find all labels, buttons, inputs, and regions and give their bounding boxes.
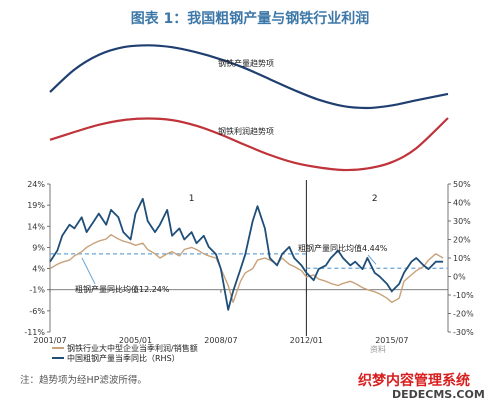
- x-tick-label: 2001/07: [33, 336, 66, 345]
- legend-label-production: 中国粗钢产量当季同比（RHS）: [67, 353, 180, 363]
- right-tick-label: 10%: [453, 254, 471, 263]
- right-tick-label: -30%: [453, 328, 474, 337]
- page-title: 图表 1：我国粗钢产量与钢铁行业利润: [130, 11, 370, 27]
- left-tick-label: 19%: [27, 201, 45, 210]
- average-annotation: 粗钢产量同比均值12.24%: [75, 284, 170, 294]
- footnote: 注：趋势项为经HP滤波所得。: [20, 375, 147, 386]
- right-tick-label: -10%: [453, 291, 474, 300]
- left-tick-label: -1%: [29, 286, 45, 295]
- right-tick-label: 50%: [453, 180, 471, 189]
- main-chart: 24% 19% 14% 9% 4% -1% -6% -11% 50% 40% 30% 20% 10% 0%…: [24, 180, 474, 363]
- x-tick-label: 2015/07: [375, 336, 408, 345]
- profit-trend-line: [49, 117, 449, 172]
- annotation-arrow: [367, 254, 377, 265]
- left-tick-label: -6%: [29, 307, 45, 316]
- production-trend-label: 钢铁产量趋势项: [218, 58, 274, 68]
- left-tick-label: 24%: [27, 180, 45, 189]
- average-annotation: 粗钢产量同比均值4.44%: [298, 243, 388, 253]
- profit-trend-label: 钢铁利润趋势项: [218, 126, 274, 136]
- x-tick-label: 2012/01: [290, 336, 323, 345]
- right-tick-label: 40%: [453, 199, 471, 208]
- profit-ratio-line: [49, 234, 444, 304]
- period-label: 1: [189, 194, 195, 204]
- right-tick-label: 20%: [453, 236, 471, 245]
- left-tick-label: 9%: [32, 243, 45, 252]
- period-label: 2: [372, 194, 378, 204]
- x-tick-label: 2008/07: [204, 336, 237, 345]
- production-yoy-line: [49, 197, 444, 311]
- right-tick-label: 0%: [453, 273, 466, 282]
- annotation-arrow: [81, 257, 96, 285]
- x-tick-label: 2005/01: [119, 336, 152, 345]
- right-tick-label: -20%: [453, 310, 474, 319]
- watermark-logo-text: 织梦内容管理系统: [358, 373, 470, 389]
- right-tick-label: 30%: [453, 217, 471, 226]
- watermark-site: DEDECMS.COM: [392, 388, 485, 401]
- production-trend-line: [49, 44, 449, 110]
- production-trend-chart: [49, 44, 449, 110]
- left-tick-label: -11%: [24, 328, 45, 337]
- watermark-source: 资料: [370, 345, 386, 354]
- left-tick-label: 14%: [27, 222, 45, 231]
- profit-trend-chart: [49, 117, 449, 172]
- left-tick-label: 4%: [32, 265, 45, 274]
- legend-label-profit: 钢铁行业大中型企业当季利润/销售额: [67, 343, 198, 353]
